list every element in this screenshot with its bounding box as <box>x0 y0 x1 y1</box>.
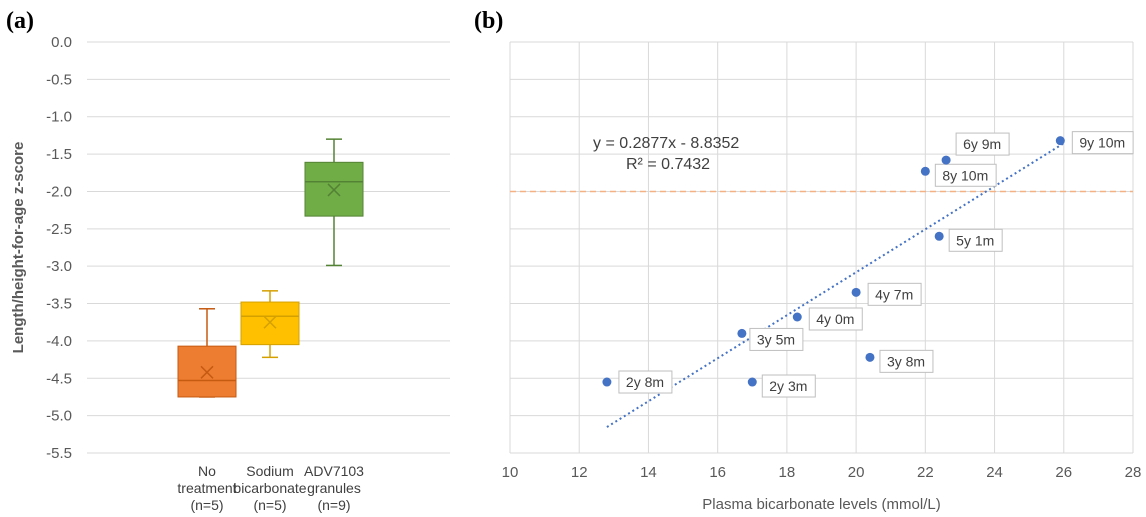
data-point <box>851 287 861 297</box>
data-point <box>792 312 802 322</box>
category-label: treatment <box>177 480 236 496</box>
x-tick-label: 16 <box>709 464 726 481</box>
x-tick-label: 26 <box>1055 464 1072 481</box>
y-tick-label: 0.0 <box>51 34 72 51</box>
category-label: No <box>198 463 216 479</box>
mean-marker <box>327 183 341 197</box>
data-label: 4y 7m <box>875 286 913 302</box>
r-squared-label: R² = 0.7432 <box>626 156 710 173</box>
y-tick-label: -5.0 <box>46 408 72 425</box>
y-axis-label: Length/height-for-age z-score <box>10 142 27 354</box>
y-tick-label: -0.5 <box>46 71 72 88</box>
data-label-box <box>808 307 863 331</box>
data-point <box>602 377 612 387</box>
x-tick-label: 28 <box>1125 464 1142 481</box>
category-label: Sodium <box>246 463 293 479</box>
data-point <box>865 352 875 362</box>
y-tick-label: -1.0 <box>46 109 72 126</box>
data-label: 4y 0m <box>816 311 854 327</box>
category-label: (n=5) <box>190 497 223 513</box>
x-tick-label: 20 <box>848 464 865 481</box>
mean-marker <box>263 315 277 329</box>
data-label-box <box>934 163 997 187</box>
data-label: 5y 1m <box>956 232 994 248</box>
data-label-box <box>879 349 934 373</box>
y-tick-label: -4.0 <box>46 333 72 350</box>
data-label: 3y 8m <box>887 353 925 369</box>
y-tick-label: -1.5 <box>46 146 72 163</box>
data-label-box <box>1071 131 1134 155</box>
data-label: 3y 5m <box>757 331 795 347</box>
data-label: 8y 10m <box>942 167 988 183</box>
category-label: (n=5) <box>253 497 286 513</box>
y-tick-label: -3.5 <box>46 296 72 313</box>
x-tick-label: 12 <box>571 464 588 481</box>
y-tick-label: -3.0 <box>46 258 72 275</box>
data-point <box>920 166 930 176</box>
category-label: granules <box>307 480 361 496</box>
data-point <box>1055 136 1065 146</box>
panel-label-b: (b) <box>474 8 503 34</box>
panel-label-a: (a) <box>6 8 34 34</box>
data-label: 2y 3m <box>769 378 807 394</box>
category-label: ADV7103 <box>304 463 364 479</box>
data-label-box <box>761 374 816 398</box>
x-tick-label: 24 <box>986 464 1003 481</box>
panel-b: (b) 10 12 14 16 18 20 22 24 26 28 Plasma bicarbonat… <box>474 8 1141 513</box>
y-tick-label: -5.5 <box>46 445 72 462</box>
data-point <box>934 231 944 241</box>
y-tick-label: -4.5 <box>46 370 72 387</box>
category-label: bicarbonate <box>233 480 306 496</box>
y-tick-label: -2.0 <box>46 183 72 200</box>
x-axis-label: Plasma bicarbonate levels (mmol/L) <box>702 496 940 513</box>
data-label-box <box>867 282 922 306</box>
box-2 <box>240 290 300 359</box>
box-body <box>240 301 300 346</box>
y-tick-label: -2.5 <box>46 221 72 238</box>
data-point <box>737 328 747 338</box>
box-3 <box>304 138 364 267</box>
data-label: 9y 10m <box>1079 135 1125 151</box>
x-tick-label: 10 <box>502 464 519 481</box>
x-tick-label: 18 <box>779 464 796 481</box>
data-label: 6y 9m <box>963 136 1001 152</box>
data-label-box <box>618 370 673 394</box>
panel-a: (a) 0.0 -0.5 -1.0 -1.5 -2.0 -2.5 -3.0 -3.5 -4.0 -4… <box>6 8 450 513</box>
x-tick-label: 22 <box>917 464 934 481</box>
mean-marker <box>200 365 214 379</box>
data-label-box <box>955 132 1010 156</box>
box-1 <box>177 308 237 398</box>
x-tick-label: 14 <box>640 464 657 481</box>
data-label-box <box>948 228 1003 252</box>
category-label: (n=9) <box>317 497 350 513</box>
data-point <box>747 377 757 387</box>
trendline-equation: y = 0.2877x - 8.8352 <box>593 135 739 152</box>
data-label-box <box>749 327 804 351</box>
data-label: 2y 8m <box>626 374 664 390</box>
data-point <box>941 155 951 165</box>
